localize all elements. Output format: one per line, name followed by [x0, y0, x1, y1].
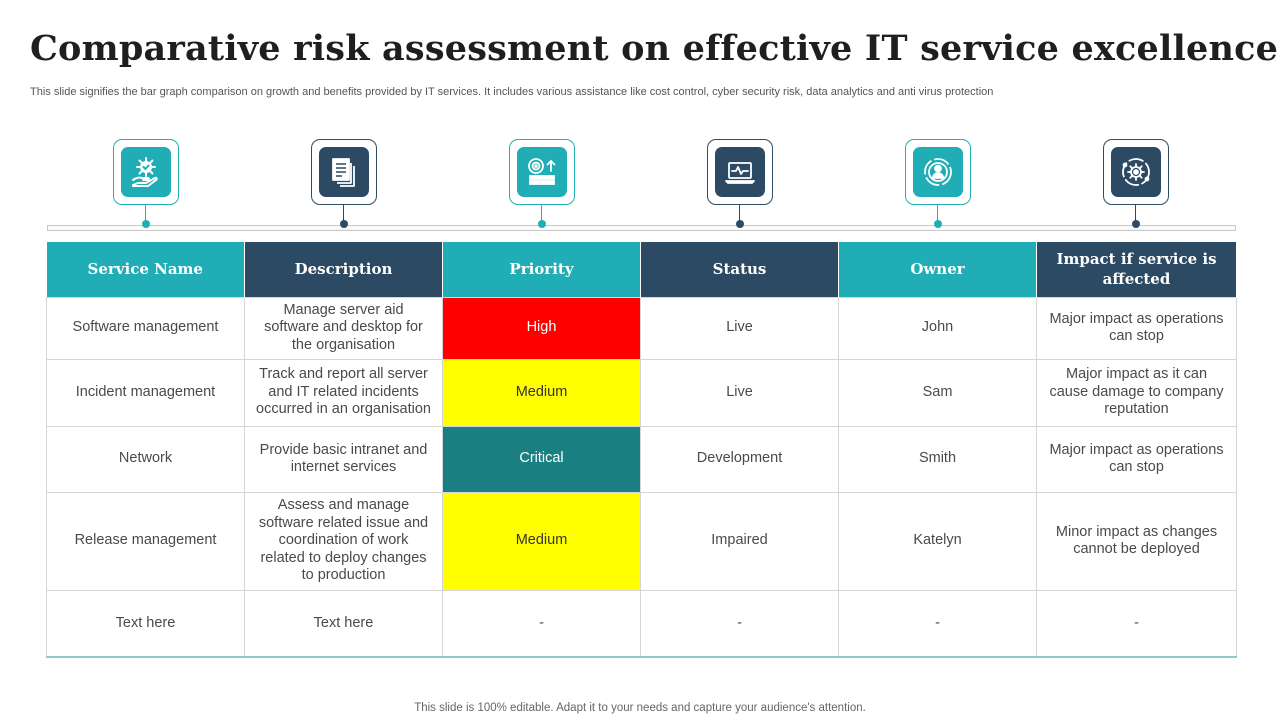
- cell-description: Assess and manage software related issue…: [244, 491, 443, 591]
- cell-description: Manage server aid software and desktop f…: [244, 296, 443, 360]
- cell-status: Impaired: [640, 491, 839, 591]
- icon-slot-description: [311, 139, 377, 231]
- cell-status: Development: [640, 425, 839, 493]
- header-status: Status: [640, 242, 839, 297]
- cell-owner: -: [838, 589, 1037, 658]
- header-owner: Owner: [838, 242, 1037, 297]
- cell-status: Live: [640, 296, 839, 360]
- cell-service: Software management: [46, 296, 245, 360]
- table-row: Incident management Track and report all…: [46, 358, 1237, 427]
- icon-slot-impact: [1103, 139, 1169, 231]
- cell-description: Provide basic intranet and internet serv…: [244, 425, 443, 493]
- table-row: Software management Manage server aid so…: [46, 296, 1237, 360]
- timeline-dot: [142, 220, 150, 228]
- page-title: Comparative risk assessment on effective…: [30, 28, 1279, 69]
- laptop-pulse-icon: [715, 147, 765, 197]
- cell-impact: Minor impact as changes cannot be deploy…: [1036, 491, 1237, 591]
- icon-slot-service-name: [113, 139, 179, 231]
- cell-impact: Major impact as it can cause damage to c…: [1036, 358, 1237, 427]
- cell-impact: Major impact as operations can stop: [1036, 425, 1237, 493]
- page-subtitle: This slide signifies the bar graph compa…: [30, 86, 994, 98]
- target-chart-icon: [517, 147, 567, 197]
- cell-priority: Medium: [442, 491, 641, 591]
- header-priority: Priority: [442, 242, 641, 297]
- header-service-name: Service Name: [46, 242, 245, 297]
- cell-description: Text here: [244, 589, 443, 658]
- table-header-row: Service Name Description Priority Status…: [46, 242, 1237, 297]
- cell-service: Incident management: [46, 358, 245, 427]
- table-row: Text here Text here - - - -: [46, 589, 1237, 658]
- cell-priority: -: [442, 589, 641, 658]
- cell-status: -: [640, 589, 839, 658]
- cell-priority: High: [442, 296, 641, 360]
- cell-impact: Major impact as operations can stop: [1036, 296, 1237, 360]
- timeline-bar: [47, 225, 1236, 231]
- user-circle-icon: [913, 147, 963, 197]
- icon-slot-status: [707, 139, 773, 231]
- cell-owner: John: [838, 296, 1037, 360]
- header-impact: Impact if service is affected: [1036, 242, 1237, 297]
- icon-slot-priority: [509, 139, 575, 231]
- cell-status: Live: [640, 358, 839, 427]
- cell-impact: -: [1036, 589, 1237, 658]
- risk-assessment-table: Service Name Description Priority Status…: [46, 242, 1237, 658]
- cell-priority: Critical: [442, 425, 641, 493]
- cell-owner: Smith: [838, 425, 1037, 493]
- icon-slot-owner: [905, 139, 971, 231]
- cell-service: Text here: [46, 589, 245, 658]
- footer-note: This slide is 100% editable. Adapt it to…: [414, 702, 866, 714]
- cell-service: Release management: [46, 491, 245, 591]
- timeline-dot: [1132, 220, 1140, 228]
- cell-owner: Katelyn: [838, 491, 1037, 591]
- table-row: Network Provide basic intranet and inter…: [46, 425, 1237, 493]
- gear-orbit-icon: [1111, 147, 1161, 197]
- table-row: Release management Assess and manage sof…: [46, 491, 1237, 591]
- cell-service: Network: [46, 425, 245, 493]
- header-description: Description: [244, 242, 443, 297]
- hand-gear-check-icon: [121, 147, 171, 197]
- timeline-dot: [934, 220, 942, 228]
- timeline-dot: [340, 220, 348, 228]
- timeline-dot: [538, 220, 546, 228]
- cell-priority: Medium: [442, 358, 641, 427]
- cell-description: Track and report all server and IT relat…: [244, 358, 443, 427]
- timeline-dot: [736, 220, 744, 228]
- documents-icon: [319, 147, 369, 197]
- cell-owner: Sam: [838, 358, 1037, 427]
